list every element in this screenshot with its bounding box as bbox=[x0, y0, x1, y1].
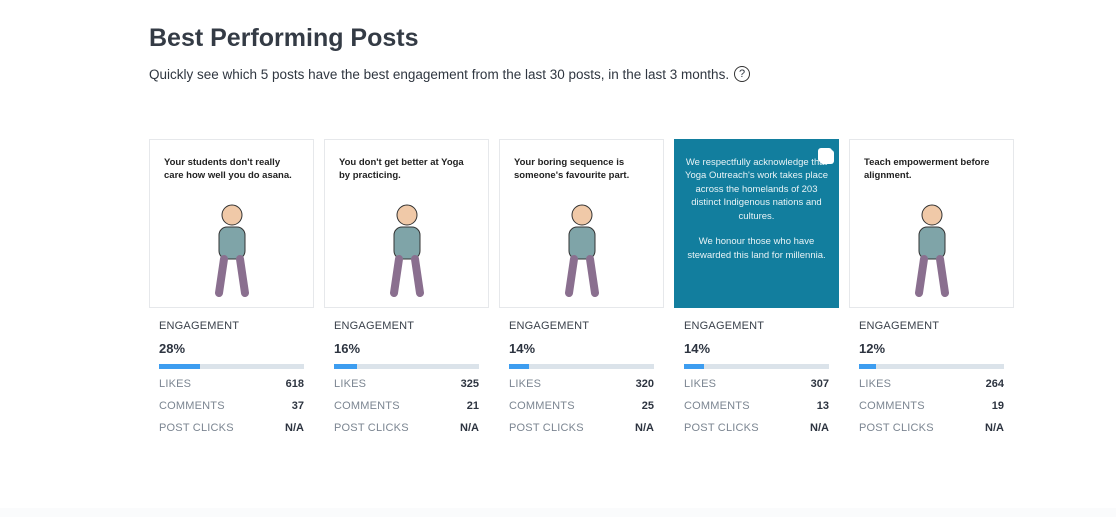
posts-list: Your students don't really care how well… bbox=[149, 139, 1014, 435]
post-clicks-label: POST CLICKS bbox=[509, 422, 584, 434]
post-caption-2: We honour those who have stewarded this … bbox=[687, 236, 826, 261]
post-stats: ENGAGEMENT 16% LIKES 325 COMMENTS 21 POST … bbox=[324, 320, 489, 435]
post-clicks-row: POST CLICKS N/A bbox=[684, 421, 829, 435]
post-image[interactable]: Your boring sequence is someone's favour… bbox=[499, 139, 664, 308]
engagement-bar bbox=[159, 364, 304, 369]
engagement-label: ENGAGEMENT bbox=[334, 320, 415, 332]
post-clicks-value: N/A bbox=[285, 422, 304, 434]
post-clicks-value: N/A bbox=[635, 422, 654, 434]
engagement-bar bbox=[684, 364, 829, 369]
post-clicks-row: POST CLICKS N/A bbox=[334, 421, 479, 435]
footer-band bbox=[0, 508, 1116, 517]
post-card: Your students don't really care how well… bbox=[149, 139, 314, 435]
engagement-value: 28% bbox=[159, 341, 186, 356]
post-caption: Teach empowerment before alignment. bbox=[864, 157, 990, 182]
post-stats: ENGAGEMENT 14% LIKES 307 COMMENTS 13 POST … bbox=[674, 320, 839, 435]
illustration-figure bbox=[914, 204, 949, 297]
comments-label: COMMENTS bbox=[859, 400, 925, 412]
likes-row: LIKES 320 bbox=[509, 377, 654, 391]
likes-label: LIKES bbox=[859, 378, 892, 390]
likes-value: 320 bbox=[635, 378, 654, 390]
comments-row: COMMENTS 25 bbox=[509, 399, 654, 413]
likes-label: LIKES bbox=[684, 378, 717, 390]
post-caption: Your boring sequence is someone's favour… bbox=[514, 157, 630, 182]
comments-label: COMMENTS bbox=[684, 400, 750, 412]
likes-value: 307 bbox=[810, 378, 829, 390]
post-clicks-label: POST CLICKS bbox=[684, 422, 759, 434]
post-card: Your boring sequence is someone's favour… bbox=[499, 139, 664, 435]
engagement-bar-fill bbox=[859, 364, 877, 369]
post-clicks-label: POST CLICKS bbox=[159, 422, 234, 434]
engagement-value: 14% bbox=[509, 341, 536, 356]
likes-row: LIKES 618 bbox=[159, 377, 304, 391]
post-image[interactable]: We respectfully acknowledge that Yoga Ou… bbox=[674, 139, 839, 308]
comments-value: 25 bbox=[641, 400, 654, 412]
engagement-label: ENGAGEMENT bbox=[684, 320, 765, 332]
engagement-bar-fill bbox=[334, 364, 358, 369]
carousel-icon bbox=[818, 148, 832, 162]
illustration-figure bbox=[564, 204, 599, 297]
page-title: Best Performing Posts bbox=[149, 24, 419, 52]
likes-row: LIKES 325 bbox=[334, 377, 479, 391]
likes-value: 264 bbox=[985, 378, 1004, 390]
post-clicks-row: POST CLICKS N/A bbox=[159, 421, 304, 435]
likes-value: 325 bbox=[460, 378, 479, 390]
post-caption: You don't get better at Yoga by practici… bbox=[339, 157, 464, 182]
likes-row: LIKES 307 bbox=[684, 377, 829, 391]
post-clicks-row: POST CLICKS N/A bbox=[859, 421, 1004, 435]
engagement-value: 12% bbox=[859, 341, 886, 356]
engagement-value: 16% bbox=[334, 341, 361, 356]
post-card: Teach empowerment before alignment. ENGA… bbox=[849, 139, 1014, 435]
post-clicks-label: POST CLICKS bbox=[334, 422, 409, 434]
help-icon[interactable]: ? bbox=[734, 66, 751, 82]
post-caption: Your students don't really care how well… bbox=[164, 157, 292, 182]
engagement-bar-fill bbox=[159, 364, 200, 369]
engagement-label: ENGAGEMENT bbox=[509, 320, 590, 332]
engagement-bar bbox=[509, 364, 654, 369]
post-card: You don't get better at Yoga by practici… bbox=[324, 139, 489, 435]
comments-value: 37 bbox=[291, 400, 304, 412]
likes-row: LIKES 264 bbox=[859, 377, 1004, 391]
engagement-bar-fill bbox=[509, 364, 530, 369]
illustration-figure bbox=[389, 204, 424, 297]
comments-value: 19 bbox=[991, 400, 1004, 412]
engagement-value: 14% bbox=[684, 341, 711, 356]
engagement-bar bbox=[334, 364, 479, 369]
post-card: We respectfully acknowledge that Yoga Ou… bbox=[674, 139, 839, 435]
comments-row: COMMENTS 21 bbox=[334, 399, 479, 413]
comments-row: COMMENTS 13 bbox=[684, 399, 829, 413]
post-image[interactable]: Your students don't really care how well… bbox=[149, 139, 314, 308]
comments-row: COMMENTS 37 bbox=[159, 399, 304, 413]
post-image[interactable]: You don't get better at Yoga by practici… bbox=[324, 139, 489, 308]
post-clicks-value: N/A bbox=[460, 422, 479, 434]
comments-row: COMMENTS 19 bbox=[859, 399, 1004, 413]
likes-label: LIKES bbox=[509, 378, 542, 390]
comments-value: 13 bbox=[816, 400, 829, 412]
likes-label: LIKES bbox=[159, 378, 192, 390]
illustration-figure bbox=[214, 204, 249, 297]
comments-label: COMMENTS bbox=[159, 400, 225, 412]
subtitle-text: Quickly see which 5 posts have the best … bbox=[149, 66, 730, 82]
engagement-bar-fill bbox=[684, 364, 705, 369]
post-clicks-value: N/A bbox=[985, 422, 1004, 434]
likes-label: LIKES bbox=[334, 378, 367, 390]
post-clicks-value: N/A bbox=[810, 422, 829, 434]
comments-label: COMMENTS bbox=[334, 400, 400, 412]
engagement-label: ENGAGEMENT bbox=[159, 320, 240, 332]
comments-value: 21 bbox=[466, 400, 479, 412]
post-clicks-label: POST CLICKS bbox=[859, 422, 934, 434]
engagement-label: ENGAGEMENT bbox=[859, 320, 940, 332]
comments-label: COMMENTS bbox=[509, 400, 575, 412]
post-stats: ENGAGEMENT 28% LIKES 618 COMMENTS 37 POST … bbox=[149, 320, 314, 435]
page-subtitle: Quickly see which 5 posts have the best … bbox=[149, 66, 751, 82]
engagement-bar bbox=[859, 364, 1004, 369]
likes-value: 618 bbox=[285, 378, 304, 390]
post-clicks-row: POST CLICKS N/A bbox=[509, 421, 654, 435]
post-stats: ENGAGEMENT 12% LIKES 264 COMMENTS 19 POST … bbox=[849, 320, 1014, 435]
post-caption: We respectfully acknowledge that Yoga Ou… bbox=[685, 157, 828, 261]
post-stats: ENGAGEMENT 14% LIKES 320 COMMENTS 25 POST … bbox=[499, 320, 664, 435]
post-image[interactable]: Teach empowerment before alignment. bbox=[849, 139, 1014, 308]
